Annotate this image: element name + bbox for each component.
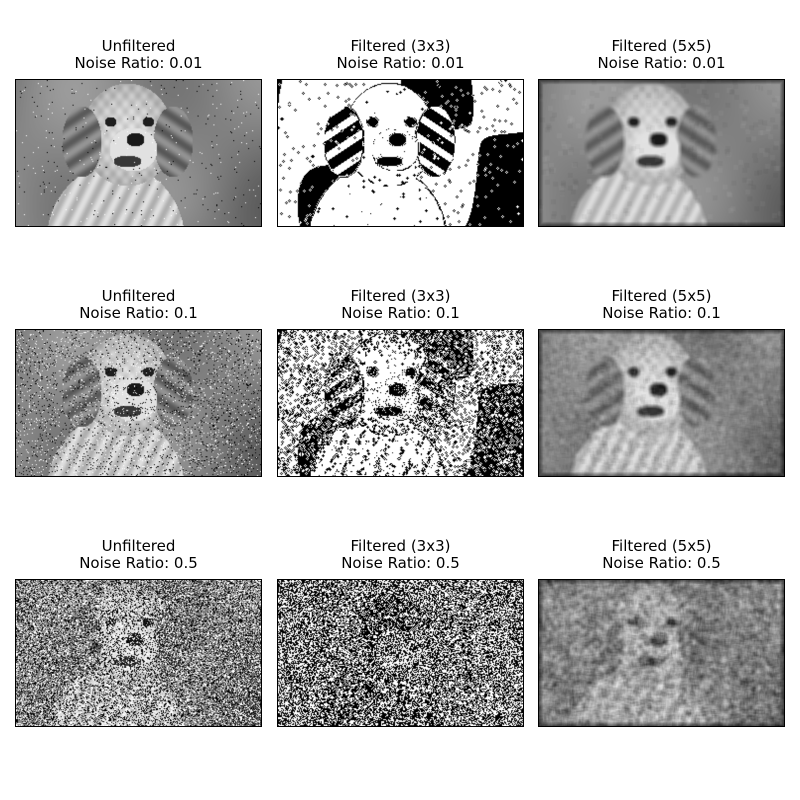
dog-image	[538, 329, 785, 477]
dog-image	[15, 579, 262, 727]
panel-subtitle: Noise Ratio: 0.1	[79, 304, 198, 322]
panel-title: Unfiltered	[101, 287, 176, 305]
panel-subtitle: Noise Ratio: 0.01	[74, 54, 203, 72]
dog-image	[538, 579, 785, 727]
panel-subtitle: Noise Ratio: 0.01	[336, 54, 465, 72]
panel-subtitle: Noise Ratio: 0.1	[341, 304, 460, 322]
dog-image	[277, 329, 524, 477]
panel-title: Filtered (3x3)	[350, 537, 451, 555]
panel-title: Filtered (3x3)	[350, 287, 451, 305]
panel-title: Unfiltered	[101, 537, 176, 555]
panel-subtitle: Noise Ratio: 0.5	[602, 554, 721, 572]
dog-image	[15, 329, 262, 477]
panel-subtitle: Noise Ratio: 0.5	[79, 554, 198, 572]
panel-subtitle: Noise Ratio: 0.01	[597, 54, 726, 72]
panel-title: Filtered (5x5)	[611, 537, 712, 555]
dog-image	[277, 79, 524, 227]
panel-title: Filtered (3x3)	[350, 37, 451, 55]
panel-title: Unfiltered	[101, 37, 176, 55]
panel-title: Filtered (5x5)	[611, 287, 712, 305]
dog-image	[538, 79, 785, 227]
dog-image	[277, 579, 524, 727]
dog-image	[15, 79, 262, 227]
panel-subtitle: Noise Ratio: 0.1	[602, 304, 721, 322]
panel-title: Filtered (5x5)	[611, 37, 712, 55]
panel-subtitle: Noise Ratio: 0.5	[341, 554, 460, 572]
